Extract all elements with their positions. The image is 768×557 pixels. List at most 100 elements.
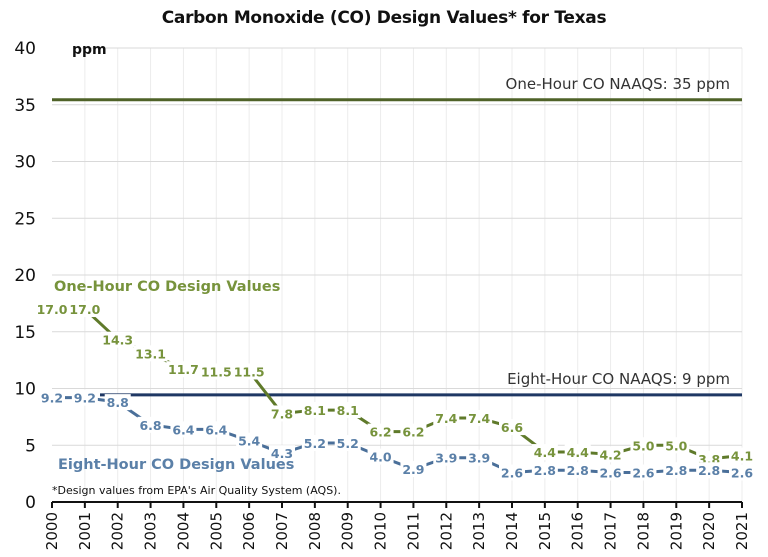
reference-lines: One-Hour CO NAAQS: 35 ppm Eight-Hour CO N… xyxy=(52,75,742,397)
data-label-background xyxy=(531,462,558,479)
one-hour-data-label: 7.4 xyxy=(435,411,457,426)
one-hour-data-label: 5.0 xyxy=(632,438,654,453)
data-label-background xyxy=(696,462,723,479)
one-hour-data-label: 4.1 xyxy=(731,448,753,463)
eight-hour-data-label: 4.3 xyxy=(271,446,293,461)
reference-line-label: One-Hour CO NAAQS: 35 ppm xyxy=(506,75,730,93)
eight-hour-data-label: 5.2 xyxy=(304,436,326,451)
data-label-background xyxy=(564,444,591,461)
data-label-background xyxy=(199,363,234,380)
eight-hour-data-label: 3.9 xyxy=(435,451,457,466)
data-label-background xyxy=(236,432,263,449)
one-hour-data-label: 8.1 xyxy=(304,403,326,418)
data-label-background xyxy=(71,389,98,406)
data-label-background xyxy=(663,437,690,454)
x-tick-label: 2005 xyxy=(207,512,225,550)
y-tick-label: 35 xyxy=(14,96,36,116)
data-label-background xyxy=(269,405,295,422)
data-label-background xyxy=(35,301,69,318)
y-tick-label: 25 xyxy=(14,209,36,229)
one-hour-data-label: 7.4 xyxy=(468,411,490,426)
eight-hour-data-label: 2.8 xyxy=(567,463,589,478)
one-hour-data-label: 14.3 xyxy=(102,333,133,348)
data-label-background xyxy=(367,448,394,465)
data-label-background xyxy=(334,402,361,419)
data-labels: 17.0 17.014.313.111.7 11.5 11.57.8 8.1 8.16.2… xyxy=(35,301,755,481)
eight-hour-data-label: 2.8 xyxy=(665,463,687,478)
data-label-background xyxy=(334,434,361,451)
eight-hour-data-label: 2.8 xyxy=(698,463,720,478)
x-tick-label: 2021 xyxy=(733,512,751,550)
x-tick-label: 2016 xyxy=(569,512,587,550)
data-label-background xyxy=(499,419,525,436)
data-label-background xyxy=(39,389,65,406)
one-hour-data-label: 11.5 xyxy=(234,364,265,379)
data-label-background xyxy=(269,445,295,462)
x-tick-label: 2007 xyxy=(273,512,291,550)
x-tick-label: 2003 xyxy=(142,512,160,550)
chart-title: Carbon Monoxide (CO) Design Values* for … xyxy=(161,8,607,28)
one-hour-series-label: One-Hour CO Design Values xyxy=(54,279,280,295)
data-label-background xyxy=(564,462,591,479)
data-label-background xyxy=(466,410,493,427)
eight-hour-data-label: 9.2 xyxy=(41,391,63,406)
data-label-background xyxy=(433,449,460,466)
data-label-background xyxy=(104,394,131,411)
eight-hour-series-label: Eight-Hour CO Design Values xyxy=(58,457,294,473)
one-hour-data-label: 6.6 xyxy=(501,420,523,435)
data-label-background xyxy=(729,464,755,481)
eight-hour-data-label: 4.0 xyxy=(369,450,391,465)
data-label-background xyxy=(137,416,164,433)
x-tick-label: 2010 xyxy=(372,512,390,550)
x-tick-label: 2013 xyxy=(470,512,488,550)
data-label-background xyxy=(133,345,168,362)
data-label-background xyxy=(203,421,230,438)
data-label-background xyxy=(433,410,460,427)
x-tick-label: 2002 xyxy=(109,512,127,550)
one-hour-data-label: 7.8 xyxy=(271,406,293,421)
data-label-background xyxy=(367,423,394,440)
x-tick-label: 2004 xyxy=(174,512,192,550)
one-hour-data-label: 5.0 xyxy=(665,438,687,453)
one-hour-data-label: 6.2 xyxy=(402,425,424,440)
data-label-background xyxy=(100,331,135,348)
eight-hour-data-label: 2.9 xyxy=(402,462,424,477)
x-tick-label: 2009 xyxy=(339,512,357,550)
x-tick-label: 2018 xyxy=(634,512,652,550)
x-tick-label: 2006 xyxy=(240,512,258,550)
reference-line-label: Eight-Hour CO NAAQS: 9 ppm xyxy=(507,370,730,388)
eight-hour-data-label: 5.4 xyxy=(238,434,260,449)
eight-hour-data-label: 2.8 xyxy=(534,463,556,478)
data-label-background xyxy=(499,464,525,481)
data-label-background xyxy=(597,446,624,463)
x-tick-label: 2001 xyxy=(76,512,94,550)
data-label-background xyxy=(531,444,558,461)
x-tick-label: 2017 xyxy=(602,512,620,550)
y-tick-label: 10 xyxy=(14,380,36,400)
one-hour-data-label: 11.5 xyxy=(201,364,232,379)
eight-hour-data-label: 3.9 xyxy=(468,451,490,466)
x-tick-label: 2012 xyxy=(437,512,455,550)
eight-hour-data-label: 8.8 xyxy=(107,395,129,410)
one-hour-data-label: 8.1 xyxy=(337,403,359,418)
eight-hour-data-label: 6.8 xyxy=(139,418,161,433)
one-hour-data-label: 13.1 xyxy=(135,346,166,361)
x-axis: 2000 2001 2002 2003 2004 2005 2006 2007 2008 2009… xyxy=(43,501,751,550)
y-tick-label: 15 xyxy=(14,323,36,343)
footnote: *Design values from EPA's Air Quality Sy… xyxy=(52,484,341,497)
y-axis-ticks: 0 5 10 15 20 25 30 35 40 xyxy=(14,39,36,513)
eight-hour-data-label: 6.4 xyxy=(172,422,194,437)
data-label-background xyxy=(301,402,328,419)
data-label-background xyxy=(166,361,201,378)
data-label-background xyxy=(630,437,657,454)
x-tick-label: 2020 xyxy=(700,512,718,550)
data-label-background xyxy=(663,462,690,479)
eight-hour-data-label: 2.6 xyxy=(731,465,753,480)
eight-hour-series-line xyxy=(52,396,743,474)
data-label-background xyxy=(597,464,624,481)
data-label-background xyxy=(466,449,493,466)
data-label-background xyxy=(170,421,197,438)
x-tick-label: 2015 xyxy=(536,512,554,550)
one-hour-data-label: 17.0 xyxy=(37,302,68,317)
